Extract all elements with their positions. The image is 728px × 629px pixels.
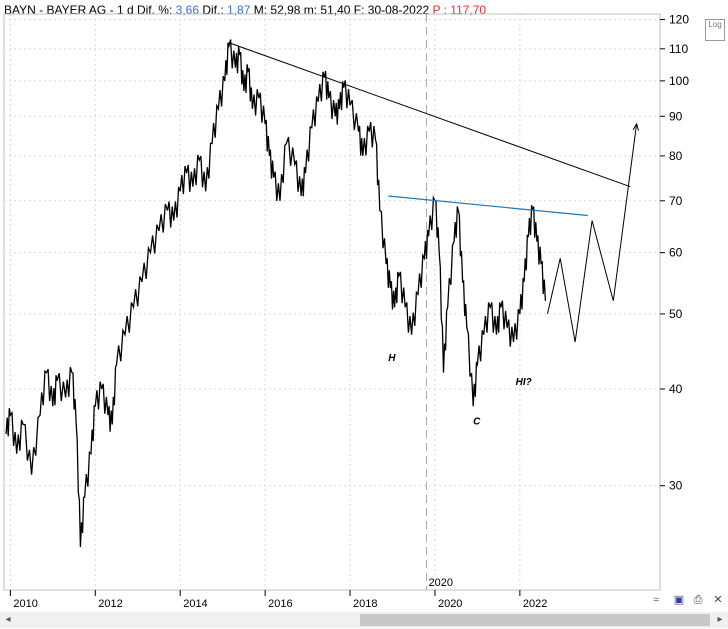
separator: - [35, 3, 47, 17]
y-tick-label: 60 [669, 246, 683, 260]
y-tick-label: 120 [669, 13, 689, 27]
annotation-label: HI? [516, 377, 532, 388]
scroll-thumb[interactable] [360, 614, 710, 626]
cursor-date-label: 2020 [428, 577, 452, 589]
scroll-left-icon[interactable]: ◂ [5, 614, 11, 625]
log-label: Log [708, 20, 722, 29]
separator: - [106, 3, 117, 17]
x-tick-label: 2022 [523, 598, 547, 610]
neckline [388, 195, 588, 217]
y-tick-label: 110 [669, 42, 688, 56]
save-icon[interactable]: ▣ [673, 594, 685, 606]
x-tick-label: 2012 [98, 598, 122, 610]
y-tick-label: 40 [669, 382, 683, 396]
close-icon[interactable]: ✕ [713, 594, 723, 606]
scroll-right-icon[interactable]: ▸ [717, 614, 723, 625]
y-tick-label: 100 [669, 74, 689, 88]
projection-arrowhead [632, 122, 639, 131]
x-tick-label: 2010 [13, 598, 37, 610]
y-tick-label: 50 [669, 307, 683, 321]
price-series-line [5, 39, 547, 548]
x-tick-label: 2020 [438, 598, 462, 610]
annotation-label: C [473, 416, 481, 427]
horizontal-scrollbar[interactable]: ◂ ▸ [0, 612, 728, 628]
plot-area [3, 13, 661, 591]
x-tick-label: 2018 [353, 598, 377, 610]
x-tick-label: 2014 [183, 598, 207, 610]
chevron-down-icon[interactable]: ≈ [652, 594, 660, 606]
upper-trendline [228, 42, 631, 188]
x-tick-label: 2016 [268, 598, 292, 610]
y-tick-label: 70 [669, 194, 683, 208]
annotation-label: H [388, 353, 396, 364]
y-tick-label: 80 [669, 149, 683, 163]
y-tick-label: 30 [669, 479, 683, 493]
y-tick-label: 90 [669, 109, 683, 123]
projection-path [547, 123, 638, 343]
log-scale-toggle[interactable]: Log [705, 19, 725, 41]
print-icon[interactable]: ⎙ [693, 594, 703, 606]
